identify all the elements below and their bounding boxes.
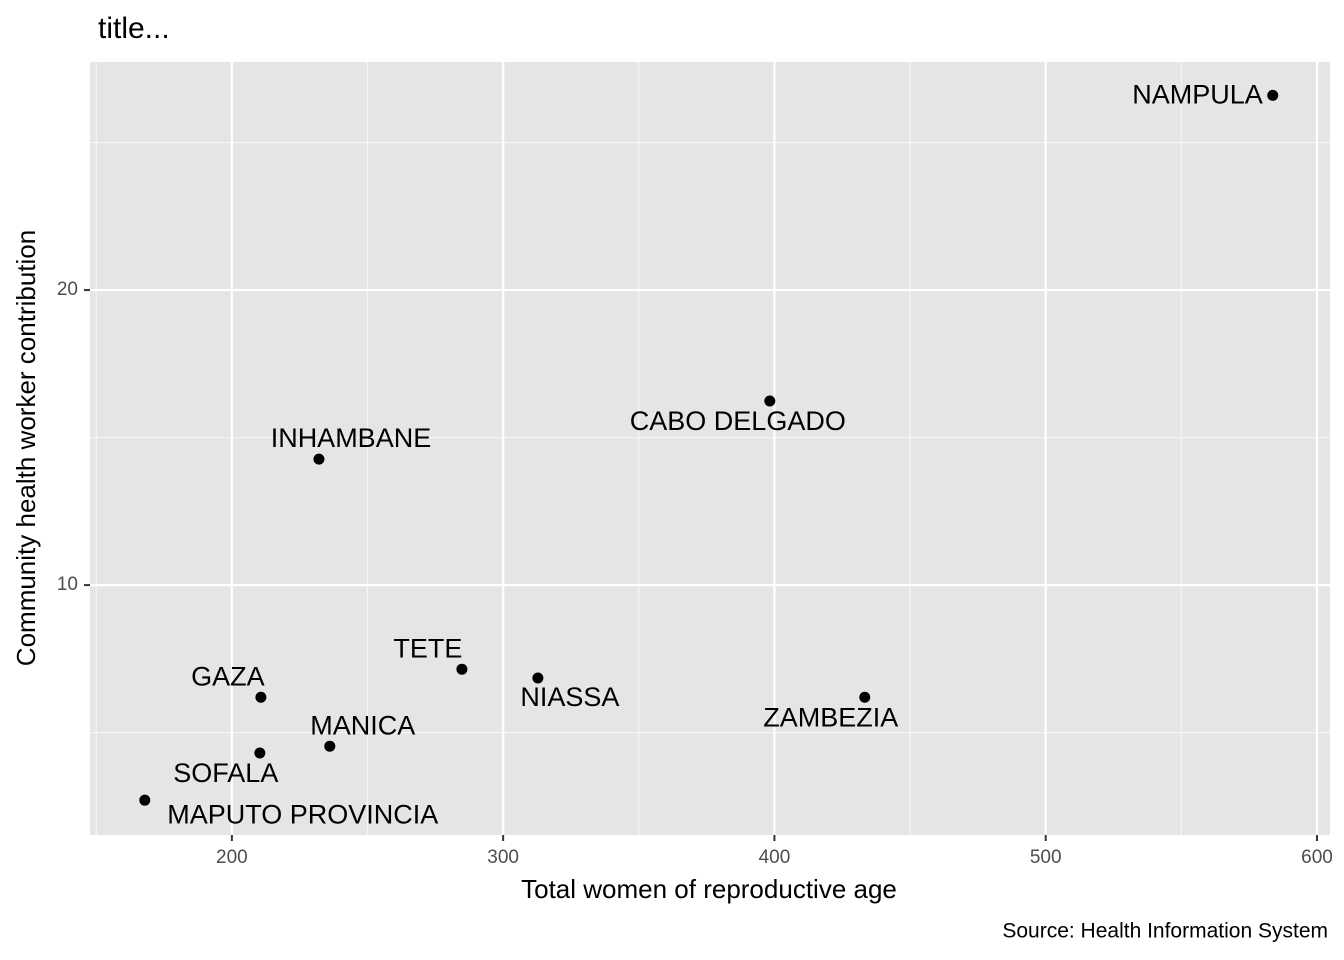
- point-label: NIASSA: [520, 682, 619, 712]
- point-label: TETE: [393, 633, 462, 663]
- point: [139, 794, 151, 806]
- point-label: SOFALA: [173, 758, 278, 788]
- panel: [90, 62, 1330, 835]
- y-axis-title: Community health worker contribution: [11, 230, 41, 666]
- point-label: GAZA: [191, 661, 265, 691]
- point: [859, 691, 871, 703]
- point-label: CABO DELGADO: [630, 406, 846, 436]
- point-label: NAMPULA: [1132, 79, 1263, 109]
- point: [324, 740, 336, 752]
- point: [532, 672, 544, 684]
- x-tick-label: 600: [1301, 847, 1333, 868]
- y-tick-label: 10: [57, 574, 78, 595]
- x-tick-label: 300: [487, 847, 519, 868]
- point: [313, 453, 325, 465]
- caption: Source: Health Information System: [1002, 920, 1328, 943]
- x-tick-label: 400: [759, 847, 791, 868]
- point: [764, 395, 776, 407]
- chart-title: title...: [98, 12, 170, 45]
- point: [254, 747, 266, 759]
- x-axis-title: Total women of reproductive age: [521, 874, 897, 904]
- point-label: INHAMBANE: [271, 423, 432, 453]
- point: [456, 663, 468, 675]
- point: [1267, 89, 1279, 101]
- point-label: MANICA: [310, 710, 415, 740]
- x-tick-label: 200: [216, 847, 248, 868]
- x-tick-label: 500: [1030, 847, 1062, 868]
- point-label: MAPUTO PROVINCIA: [167, 799, 438, 829]
- point-label: ZAMBEZIA: [763, 702, 898, 732]
- point: [255, 691, 267, 703]
- y-tick-label: 20: [57, 279, 78, 300]
